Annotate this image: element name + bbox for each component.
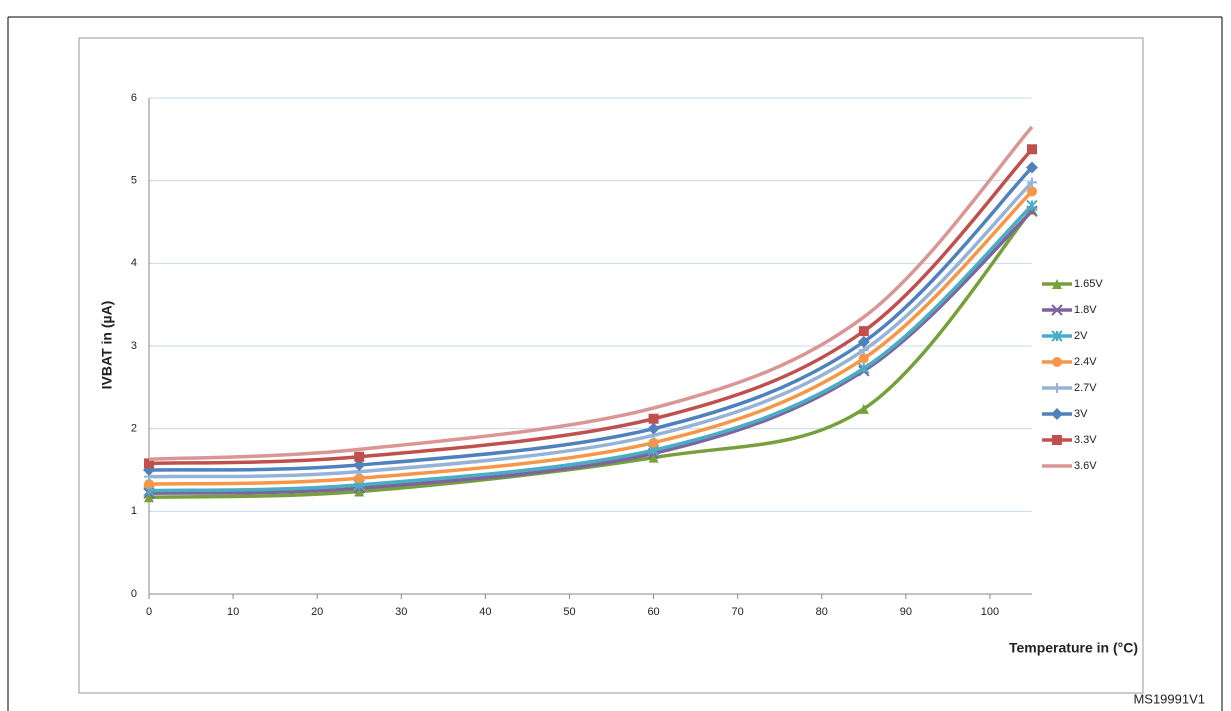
series-line (148, 209, 1034, 495)
y-tick-label: 3 (131, 340, 137, 352)
x-axis-title: Temperature in (°C) (1009, 640, 1138, 656)
y-tick-label: 6 (131, 92, 137, 104)
marker (858, 403, 869, 414)
marker (648, 437, 659, 448)
marker (1027, 144, 1037, 155)
marker (354, 451, 365, 462)
legend-label: 1.65V (1074, 278, 1103, 290)
series-line (148, 166, 1034, 472)
legend-label: 1.8V (1074, 304, 1097, 316)
chart-frame (78, 37, 1144, 694)
marker (1052, 383, 1062, 393)
x-tick-label: 60 (647, 606, 659, 618)
marker (1052, 279, 1062, 289)
marker (1052, 435, 1062, 445)
marker (353, 459, 366, 472)
x-tick-label: 10 (227, 606, 239, 618)
legend-label: 2.7V (1074, 382, 1097, 394)
marker (857, 335, 870, 348)
y-tick-label: 5 (131, 175, 137, 187)
marker (647, 422, 660, 435)
marker (1051, 330, 1063, 342)
y-tick-label: 2 (131, 423, 137, 435)
marker (648, 413, 659, 424)
x-tick-label: 30 (395, 606, 407, 618)
x-tick-label: 40 (479, 606, 491, 618)
marker (1026, 161, 1038, 174)
marker (648, 452, 659, 463)
series-line (148, 125, 1034, 462)
marker (1027, 186, 1037, 197)
footnote: MS19991V1 (1133, 691, 1205, 706)
x-tick-label: 50 (563, 606, 575, 618)
marker (1026, 199, 1038, 212)
legend-label: 2V (1074, 330, 1088, 342)
marker (858, 326, 869, 337)
marker (144, 458, 154, 469)
marker (1027, 177, 1037, 188)
x-tick-label: 70 (732, 606, 744, 618)
y-tick-label: 1 (131, 505, 137, 517)
marker (354, 486, 365, 497)
legend-label: 3.3V (1074, 434, 1097, 446)
marker (144, 492, 154, 503)
marker (1051, 304, 1063, 316)
legend-label: 3V (1074, 408, 1088, 420)
marker (858, 353, 869, 364)
marker (858, 362, 870, 375)
marker (1051, 408, 1063, 420)
x-tick-label: 90 (900, 606, 912, 618)
series-line (148, 148, 1034, 466)
x-tick-label: 80 (816, 606, 828, 618)
y-axis-title: IVBAT in (µA) (99, 301, 115, 390)
marker (144, 479, 154, 490)
y-tick-label: 0 (131, 588, 137, 600)
legend-label: 3.6V (1074, 460, 1097, 472)
y-tick-label: 4 (131, 257, 137, 269)
x-tick-label: 0 (146, 606, 152, 618)
x-tick-label: 100 (981, 606, 999, 618)
marker (354, 473, 365, 484)
legend-label: 2.4V (1074, 356, 1097, 368)
marker (1052, 357, 1062, 367)
x-tick-label: 20 (311, 606, 323, 618)
